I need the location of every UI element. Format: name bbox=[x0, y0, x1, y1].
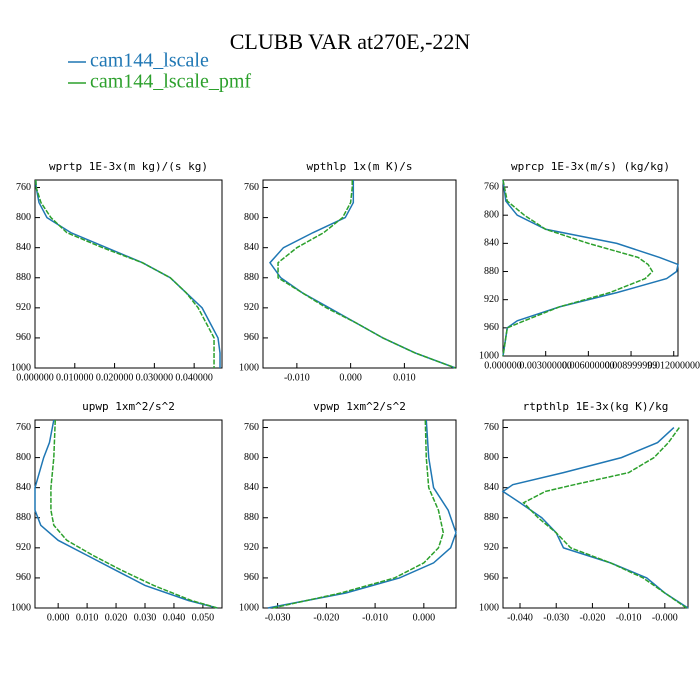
x-tick-label: 0.010 bbox=[393, 372, 416, 383]
x-tick-label: 0.000 bbox=[413, 612, 436, 623]
x-tick-label: 0.040 bbox=[163, 612, 186, 623]
y-tick-label: 800 bbox=[16, 452, 31, 463]
panel-title: rtpthlp 1E-3x(kg K)/kg bbox=[523, 400, 669, 413]
y-tick-label: 880 bbox=[484, 266, 499, 277]
plot-frame bbox=[502, 179, 679, 357]
series-line bbox=[35, 179, 221, 368]
legend-label: cam144_lscale_pmf bbox=[90, 71, 251, 93]
x-tick-label: -0.020 bbox=[313, 612, 339, 623]
series-line bbox=[502, 179, 654, 357]
y-tick-label: 960 bbox=[484, 322, 499, 333]
x-tick-label: -0.040 bbox=[507, 612, 533, 623]
legend-label: cam144_lscale bbox=[90, 50, 209, 72]
x-tick-label: 0.030 bbox=[134, 612, 157, 623]
series-line bbox=[272, 419, 445, 609]
x-tick-label: 0.050 bbox=[192, 612, 215, 623]
x-tick-label: 0.012000000 bbox=[647, 360, 700, 371]
y-tick-label: 1000 bbox=[479, 350, 499, 361]
y-tick-label: 760 bbox=[16, 182, 31, 193]
x-tick-label: 0.008999999 bbox=[605, 360, 658, 371]
y-tick-label: 760 bbox=[484, 422, 499, 433]
series-line bbox=[502, 179, 679, 357]
x-tick-label: -0.020 bbox=[580, 612, 606, 623]
y-tick-label: 800 bbox=[484, 452, 499, 463]
x-tick-label: -0.030 bbox=[265, 612, 291, 623]
y-tick-label: 1000 bbox=[11, 602, 31, 613]
y-tick-label: 880 bbox=[484, 512, 499, 523]
y-tick-label: 840 bbox=[16, 482, 31, 493]
y-tick-label: 840 bbox=[484, 482, 499, 493]
x-tick-label: 0.010 bbox=[76, 612, 99, 623]
x-tick-label: -0.030 bbox=[543, 612, 569, 623]
y-tick-label: 920 bbox=[484, 294, 499, 305]
y-tick-label: 800 bbox=[244, 212, 259, 223]
x-tick-label: -0.000 bbox=[652, 612, 678, 623]
y-tick-label: 800 bbox=[484, 209, 499, 220]
series-line bbox=[269, 180, 456, 369]
y-tick-label: 920 bbox=[244, 542, 259, 553]
x-tick-label: 0.020 bbox=[105, 612, 128, 623]
x-tick-label: -0.010 bbox=[362, 612, 388, 623]
y-tick-label: 1000 bbox=[239, 362, 259, 373]
series-line bbox=[50, 419, 218, 609]
plot-frame bbox=[502, 419, 689, 609]
x-tick-label: 0.040000 bbox=[175, 372, 213, 383]
y-tick-label: 1000 bbox=[11, 362, 31, 373]
y-tick-label: 960 bbox=[16, 572, 31, 583]
x-tick-label: 0.020000 bbox=[96, 372, 134, 383]
panel-title: upwp 1xm^2/s^2 bbox=[82, 400, 175, 413]
series-line bbox=[522, 427, 687, 609]
x-tick-label: 0.000 bbox=[339, 372, 362, 383]
y-tick-label: 920 bbox=[244, 302, 259, 313]
figure-title: CLUBB VAR at270E,-22N bbox=[230, 29, 471, 54]
y-tick-label: 880 bbox=[244, 512, 259, 523]
plot-frame bbox=[34, 179, 223, 369]
y-tick-label: 880 bbox=[16, 272, 31, 283]
y-tick-label: 960 bbox=[244, 572, 259, 583]
x-tick-label: -0.010 bbox=[616, 612, 642, 623]
y-tick-label: 800 bbox=[16, 212, 31, 223]
plot-frame bbox=[262, 179, 457, 369]
y-tick-label: 920 bbox=[16, 542, 31, 553]
y-tick-label: 760 bbox=[16, 422, 31, 433]
y-tick-label: 840 bbox=[244, 482, 259, 493]
y-tick-label: 800 bbox=[244, 452, 259, 463]
series-line bbox=[501, 426, 689, 609]
panel-title: wprcp 1E-3x(m/s) (kg/kg) bbox=[511, 160, 670, 173]
y-tick-label: 840 bbox=[244, 242, 259, 253]
plot-frame bbox=[34, 419, 223, 609]
y-tick-label: 760 bbox=[244, 422, 259, 433]
y-tick-label: 920 bbox=[484, 542, 499, 553]
y-tick-label: 920 bbox=[16, 302, 31, 313]
x-tick-label: 0.000 bbox=[47, 612, 70, 623]
series-line bbox=[35, 179, 215, 368]
y-tick-label: 1000 bbox=[239, 602, 259, 613]
series-line bbox=[277, 180, 456, 369]
x-tick-label: 0.006000000 bbox=[562, 360, 615, 371]
panel-title: wpthlp 1x(m K)/s bbox=[307, 160, 413, 173]
x-tick-label: 0.000000 bbox=[484, 360, 522, 371]
plot-frame bbox=[262, 419, 457, 609]
y-tick-label: 760 bbox=[244, 182, 259, 193]
y-tick-label: 880 bbox=[16, 512, 31, 523]
y-tick-label: 840 bbox=[16, 242, 31, 253]
y-tick-label: 880 bbox=[244, 272, 259, 283]
x-tick-label: 0.010000 bbox=[56, 372, 94, 383]
y-tick-label: 840 bbox=[484, 238, 499, 249]
y-tick-label: 1000 bbox=[479, 602, 499, 613]
x-tick-label: 0.000000 bbox=[16, 372, 54, 383]
panel-title: vpwp 1xm^2/s^2 bbox=[313, 400, 406, 413]
y-tick-label: 960 bbox=[244, 332, 259, 343]
y-tick-label: 960 bbox=[16, 332, 31, 343]
x-tick-label: 0.003000000 bbox=[519, 360, 572, 371]
series-line bbox=[267, 419, 457, 609]
y-tick-label: 760 bbox=[484, 181, 499, 192]
y-tick-label: 960 bbox=[484, 572, 499, 583]
x-tick-label: 0.030000 bbox=[136, 372, 174, 383]
panel-title: wprtp 1E-3x(m kg)/(s kg) bbox=[49, 160, 208, 173]
x-tick-label: -0.010 bbox=[284, 372, 310, 383]
series-line bbox=[34, 419, 218, 609]
